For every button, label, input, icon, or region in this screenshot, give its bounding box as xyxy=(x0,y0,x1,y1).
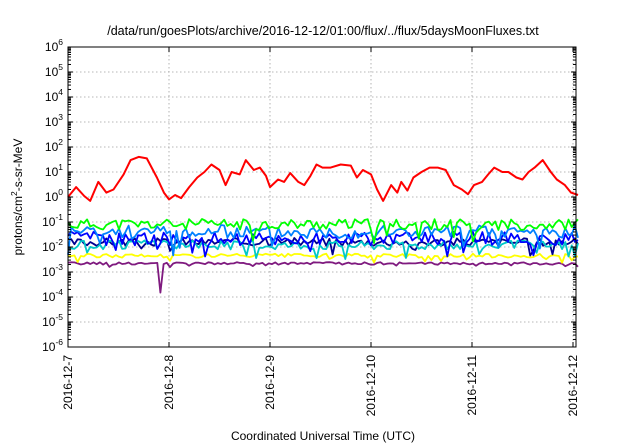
y-tick-label: 100 xyxy=(45,187,63,204)
series-line xyxy=(67,252,579,264)
y-tick-label: 106 xyxy=(45,37,63,54)
y-tick-label: 105 xyxy=(45,62,63,79)
y-tick-label: 10-5 xyxy=(42,312,63,329)
x-tick-label: 2016-12-8 xyxy=(162,355,176,410)
x-axis-label: Coordinated Universal Time (UTC) xyxy=(231,429,415,443)
y-axis-label-rest: -s-sr-MeV xyxy=(11,139,25,192)
y-tick-label: 10-2 xyxy=(42,237,63,254)
y-tick-label: 10-6 xyxy=(42,337,63,354)
y-tick-label: 101 xyxy=(45,162,63,179)
y-axis-ticks: 10-6 10-5 10-4 10-3 10-2 10-1 100 101 102 103 104 1… xyxy=(42,37,576,354)
series-line xyxy=(67,230,579,258)
x-tick-label: 2016-12-9 xyxy=(263,355,277,410)
series-line xyxy=(67,237,579,257)
series-line xyxy=(67,155,579,202)
y-tick-label: 103 xyxy=(45,112,63,129)
y-tick-label: 10-4 xyxy=(42,287,63,304)
chart-grid xyxy=(68,47,576,347)
y-tick-label: 10-3 xyxy=(42,262,63,279)
y-axis-label-base: protons/cm xyxy=(11,196,25,255)
y-tick-label: 104 xyxy=(45,87,63,104)
series-line xyxy=(67,224,579,257)
series-line xyxy=(67,218,579,244)
y-axis-label: protons/cm2-s-sr-MeV xyxy=(9,139,25,256)
x-tick-label: 2016-12-12 xyxy=(566,355,580,417)
y-axis-label-sup: 2 xyxy=(9,191,19,196)
series-layer xyxy=(67,155,579,294)
x-axis-ticks: 2016-12-7 2016-12-8 2016-12-9 2016-12-10 201… xyxy=(61,47,580,416)
series-line xyxy=(67,261,579,294)
chart-title: /data/run/goesPlots/archive/2016-12-12/0… xyxy=(107,24,539,38)
x-tick-label: 2016-12-10 xyxy=(364,355,378,417)
y-tick-label: 102 xyxy=(45,137,63,154)
x-tick-label: 2016-12-11 xyxy=(465,355,479,416)
y-tick-label: 10-1 xyxy=(42,212,63,229)
x-tick-label: 2016-12-7 xyxy=(61,355,75,410)
series-line xyxy=(67,239,579,260)
